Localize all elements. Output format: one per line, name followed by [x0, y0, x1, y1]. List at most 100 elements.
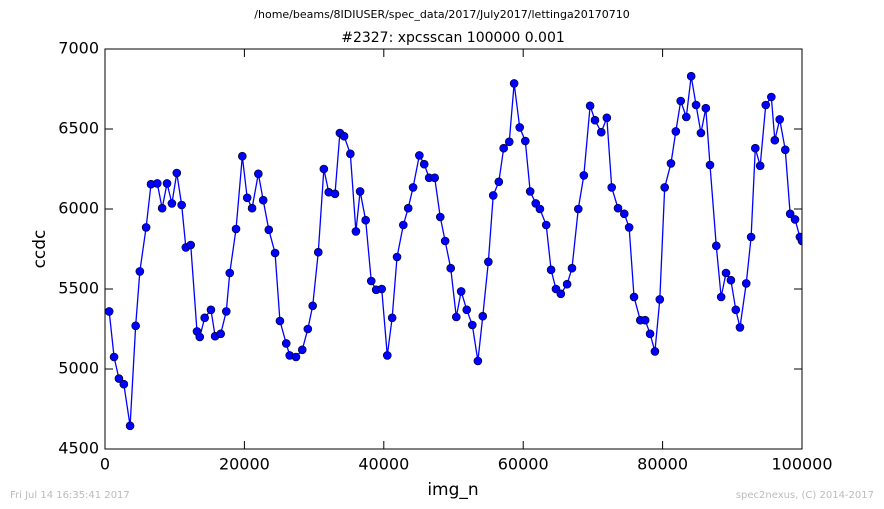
timestamp: Fri Jul 14 16:35:41 2017	[10, 490, 130, 501]
point	[451, 312, 461, 322]
point	[671, 127, 681, 136]
point	[125, 421, 135, 431]
point	[152, 179, 162, 188]
point	[366, 276, 376, 286]
point	[456, 287, 466, 296]
y-tick-label: 4500	[58, 439, 99, 458]
series-line	[108, 76, 802, 426]
point	[619, 209, 629, 219]
point	[520, 136, 530, 146]
point	[691, 100, 701, 110]
point	[488, 191, 498, 200]
point	[590, 115, 600, 125]
point	[701, 103, 711, 113]
point	[650, 347, 660, 356]
point	[640, 315, 650, 325]
point	[525, 187, 535, 196]
point	[403, 203, 413, 213]
point	[596, 127, 606, 137]
point	[419, 159, 429, 169]
point	[797, 236, 802, 246]
y-axis-label: ccdc	[30, 230, 50, 269]
point	[351, 227, 361, 236]
point	[247, 203, 257, 213]
point	[339, 131, 349, 141]
point	[711, 241, 721, 251]
point	[221, 307, 231, 316]
point	[705, 160, 715, 170]
point	[264, 225, 274, 235]
point	[567, 263, 577, 273]
point	[509, 79, 519, 88]
point	[135, 267, 145, 276]
point	[535, 204, 545, 214]
point	[541, 220, 551, 230]
x-tick-label: 0	[100, 455, 110, 474]
point	[504, 137, 514, 147]
y-tick-label: 7000	[58, 39, 99, 58]
point	[258, 195, 268, 205]
point	[473, 356, 483, 366]
point	[686, 71, 696, 81]
point	[254, 169, 263, 179]
point	[741, 279, 751, 288]
point	[645, 329, 655, 339]
point	[585, 101, 595, 111]
point	[666, 159, 676, 168]
point	[275, 316, 285, 326]
point	[629, 292, 639, 302]
x-tick-label: 100000	[771, 455, 832, 474]
point	[546, 265, 556, 275]
point	[291, 352, 301, 362]
point	[131, 321, 140, 331]
point	[216, 329, 226, 339]
x-tick-label: 20000	[219, 455, 270, 474]
point	[392, 252, 402, 262]
point	[484, 257, 493, 267]
y-tick-label: 6500	[58, 119, 99, 138]
point	[624, 223, 634, 232]
point	[790, 215, 800, 224]
point	[270, 248, 280, 258]
point	[696, 128, 706, 138]
point	[231, 224, 241, 234]
point	[731, 305, 741, 315]
point	[242, 193, 252, 203]
point	[408, 183, 418, 192]
point	[186, 240, 196, 250]
point	[726, 275, 736, 285]
suptitle: /home/beams/8IDIUSER/spec_data/2017/July…	[254, 8, 629, 21]
point	[195, 332, 205, 342]
point	[499, 143, 508, 153]
point	[579, 171, 589, 180]
point	[119, 379, 129, 389]
point	[308, 301, 318, 311]
point	[767, 92, 776, 102]
point	[238, 151, 247, 161]
point	[297, 345, 307, 355]
point	[655, 295, 665, 304]
point	[313, 247, 323, 257]
point	[346, 149, 355, 159]
point	[468, 320, 477, 330]
chart-title: #2327: xpcsscan 100000 0.001	[341, 30, 565, 46]
point	[430, 173, 439, 183]
point	[281, 339, 291, 348]
point	[613, 203, 623, 213]
point	[446, 263, 456, 273]
x-tick-label: 80000	[637, 455, 688, 474]
point	[319, 164, 329, 174]
point	[399, 220, 408, 230]
y-tick-label: 6000	[58, 199, 99, 218]
point	[303, 324, 313, 334]
point	[355, 187, 365, 196]
plot-area	[105, 71, 802, 431]
point	[676, 96, 686, 106]
point	[462, 305, 472, 315]
point	[167, 199, 177, 208]
point	[735, 323, 745, 332]
point	[681, 112, 691, 122]
plot-frame	[104, 48, 803, 450]
